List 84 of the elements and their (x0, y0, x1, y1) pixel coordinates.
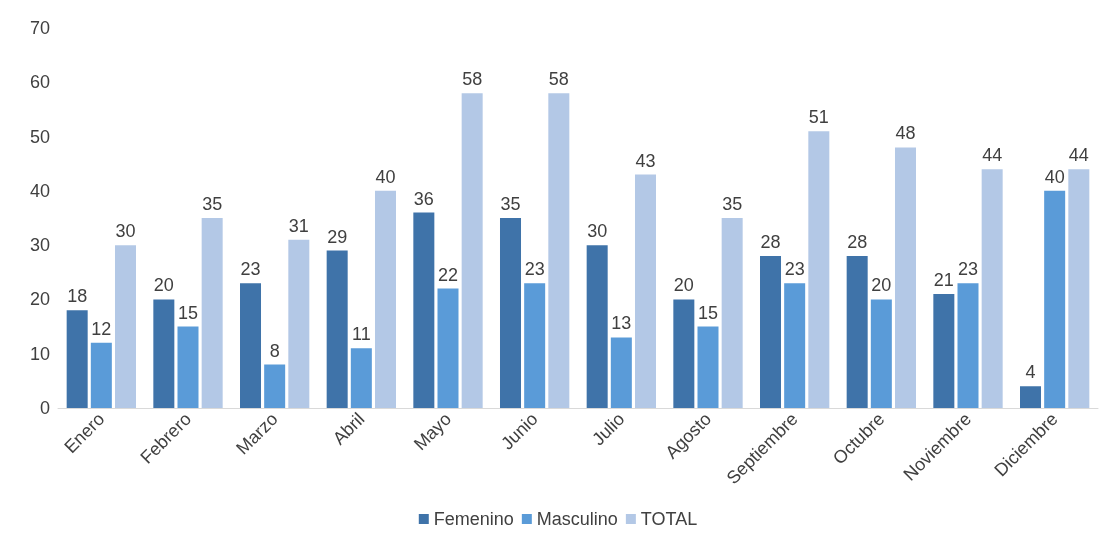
data-label: 31 (288, 215, 309, 236)
bar (634, 174, 656, 408)
data-label: 21 (933, 270, 954, 290)
legend-label: Femenino (433, 509, 514, 529)
data-label: 15 (697, 302, 719, 323)
data-label: 58 (548, 69, 569, 90)
data-label: 43 (635, 150, 656, 171)
bar (548, 93, 570, 408)
y-tick-label: 40 (29, 180, 50, 201)
bar (374, 190, 396, 408)
bar (201, 218, 223, 408)
bar (524, 283, 546, 408)
bar (288, 239, 310, 408)
data-label: 35 (500, 194, 521, 214)
data-label: 29 (327, 226, 348, 247)
data-label: 20 (871, 275, 892, 296)
y-tick-label: 70 (29, 18, 50, 38)
bar (350, 348, 372, 408)
data-label: 23 (784, 259, 805, 280)
data-label: 23 (957, 259, 979, 280)
bar (784, 283, 806, 408)
bar (697, 326, 719, 408)
y-tick-label: 10 (29, 343, 50, 364)
bar (846, 256, 868, 408)
bar (1068, 169, 1090, 408)
data-label: 44 (982, 145, 1003, 166)
bar (461, 93, 483, 408)
bar (1044, 190, 1066, 408)
bar (1020, 386, 1042, 408)
y-tick-label: 0 (39, 398, 50, 418)
bar (66, 310, 88, 408)
bar (413, 212, 435, 408)
bar (673, 299, 695, 408)
bar (90, 342, 112, 408)
bar (326, 250, 348, 408)
data-label: 15 (177, 302, 199, 323)
data-label: 28 (847, 232, 868, 252)
data-label: 35 (722, 194, 743, 214)
bar (721, 218, 743, 408)
data-label: 8 (269, 340, 280, 361)
data-label: 11 (351, 324, 371, 345)
x-tick-label: Julio (588, 408, 629, 450)
data-label: 58 (462, 69, 483, 90)
bar (894, 147, 916, 408)
bar (586, 245, 608, 408)
data-label: 22 (437, 264, 459, 285)
bar (981, 169, 1003, 408)
data-label: 40 (1044, 166, 1065, 187)
data-label: 23 (240, 259, 261, 280)
bar (240, 283, 262, 408)
data-label: 35 (202, 194, 223, 214)
bar (177, 326, 199, 408)
bar (808, 131, 830, 408)
data-label: 20 (153, 275, 174, 296)
data-label: 40 (375, 166, 396, 187)
data-label: 36 (413, 188, 434, 209)
data-label: 18 (67, 286, 88, 307)
y-tick-label: 30 (29, 235, 50, 256)
y-tick-label: 60 (29, 72, 50, 93)
bar (264, 364, 286, 408)
data-label: 30 (587, 221, 608, 242)
data-label: 23 (524, 259, 545, 280)
legend-label: Masculino (536, 509, 618, 529)
bar (437, 288, 459, 408)
data-label: 44 (1068, 145, 1089, 166)
data-label: 20 (673, 275, 694, 296)
bar (500, 218, 522, 408)
bar (760, 256, 782, 408)
y-tick-label: 20 (29, 289, 50, 310)
bar (610, 337, 632, 408)
bar (114, 245, 136, 408)
data-label: 48 (895, 123, 916, 144)
legend-label: TOTAL (640, 509, 698, 529)
bar (153, 299, 175, 408)
y-tick-label: 50 (29, 126, 50, 147)
data-label: 30 (115, 221, 136, 242)
bar (957, 283, 979, 408)
data-label: 28 (760, 232, 781, 252)
data-label: 4 (1025, 362, 1036, 383)
bar (870, 299, 892, 408)
bar (933, 294, 955, 408)
data-label: 51 (808, 107, 829, 128)
data-label: 12 (91, 318, 112, 339)
data-label: 13 (611, 313, 632, 334)
